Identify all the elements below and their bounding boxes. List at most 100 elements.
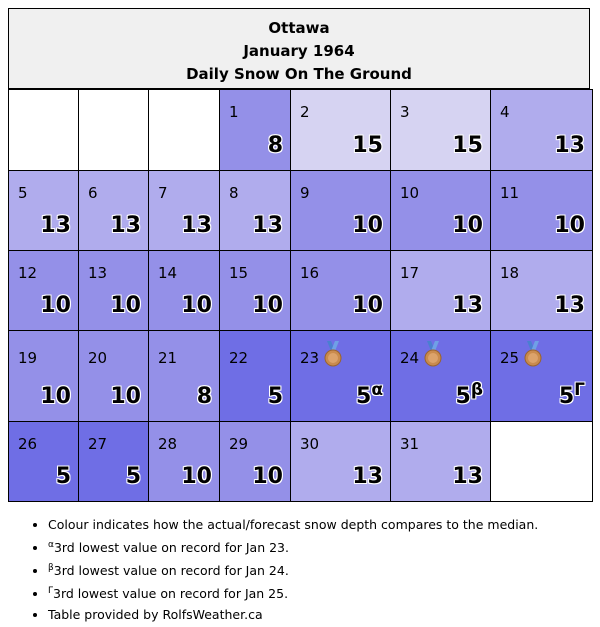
period-title: January 1964 bbox=[243, 42, 355, 60]
snow-depth-number: 5 bbox=[55, 464, 71, 489]
day-cell: 4 13 bbox=[490, 89, 593, 171]
day-number: 29 bbox=[229, 435, 249, 453]
footnote-text: Table provided by RolfsWeather.ca bbox=[48, 607, 263, 622]
snow-depth-number: 13 bbox=[40, 213, 71, 238]
snow-depth-value: 15 bbox=[452, 133, 483, 158]
day-cell: 5 13 bbox=[8, 170, 79, 251]
snow-depth-number: 8 bbox=[267, 133, 283, 158]
snow-depth-number: 5 bbox=[558, 384, 575, 409]
snow-depth-value: 5Γ bbox=[559, 380, 585, 409]
footnote-item: β3rd lowest value on record for Jan 24. bbox=[48, 558, 538, 581]
footnote-mark: β bbox=[48, 563, 54, 573]
record-footnote-mark: Γ bbox=[574, 380, 585, 400]
day-cell: 27 5 bbox=[78, 421, 149, 502]
day-cell: 29 10 bbox=[219, 421, 291, 502]
snow-depth-number: 5 bbox=[455, 384, 471, 409]
day-number: 23 bbox=[300, 349, 320, 367]
day-number: 5 bbox=[18, 184, 28, 202]
snow-depth-value: 5 bbox=[268, 384, 283, 409]
day-number: 17 bbox=[400, 264, 420, 282]
bronze-medal-icon bbox=[524, 341, 542, 367]
empty-day-cell bbox=[78, 89, 149, 171]
day-cell: 9 10 bbox=[290, 170, 391, 251]
snow-depth-value: 13 bbox=[352, 464, 383, 489]
day-cell: 22 5 bbox=[219, 330, 291, 422]
day-cell: 12 10 bbox=[8, 250, 79, 331]
record-footnote-mark: β bbox=[470, 380, 483, 400]
record-footnote-mark: α bbox=[371, 380, 383, 400]
day-cell: 25 5Γ bbox=[490, 330, 593, 422]
snow-depth-number: 15 bbox=[352, 133, 383, 158]
snow-depth-value: 10 bbox=[352, 213, 383, 238]
day-cell: 19 10 bbox=[8, 330, 79, 422]
snow-depth-number: 10 bbox=[40, 293, 71, 318]
snow-depth-value: 10 bbox=[452, 213, 483, 238]
day-number: 8 bbox=[229, 184, 239, 202]
snow-depth-value: 5β bbox=[456, 380, 483, 409]
day-number: 4 bbox=[500, 103, 510, 121]
snow-depth-value: 10 bbox=[181, 464, 212, 489]
footnote-item: Table provided by RolfsWeather.ca bbox=[48, 604, 538, 625]
day-number: 14 bbox=[158, 264, 178, 282]
snow-depth-value: 8 bbox=[268, 133, 283, 158]
footnote-item: α3rd lowest value on record for Jan 23. bbox=[48, 535, 538, 558]
snow-depth-value: 13 bbox=[40, 213, 71, 238]
day-number: 2 bbox=[300, 103, 310, 121]
day-cell: 18 13 bbox=[490, 250, 593, 331]
snow-depth-number: 10 bbox=[40, 384, 71, 409]
footnote-item: Colour indicates how the actual/forecast… bbox=[48, 514, 538, 535]
empty-day-cell bbox=[148, 89, 220, 171]
footnotes: Colour indicates how the actual/forecast… bbox=[0, 514, 538, 625]
snow-depth-number: 15 bbox=[452, 133, 483, 158]
footnote-mark: Γ bbox=[48, 586, 54, 596]
snow-depth-value: 5 bbox=[56, 464, 71, 489]
snow-depth-number: 8 bbox=[196, 384, 212, 409]
week-row: 12 10 13 10 14 10 15 10 16 10 17 13 18 13 bbox=[8, 250, 593, 331]
snow-depth-value: 13 bbox=[452, 464, 483, 489]
snow-depth-value: 10 bbox=[181, 293, 212, 318]
footnote-text: 3rd lowest value on record for Jan 24. bbox=[53, 563, 289, 578]
day-cell: 2 15 bbox=[290, 89, 391, 171]
day-cell: 28 10 bbox=[148, 421, 220, 502]
day-number: 19 bbox=[18, 349, 38, 367]
snow-depth-value: 13 bbox=[554, 293, 585, 318]
day-cell: 10 10 bbox=[390, 170, 491, 251]
snow-depth-number: 13 bbox=[352, 464, 383, 489]
snow-depth-number: 13 bbox=[110, 213, 141, 238]
snow-depth-value: 13 bbox=[110, 213, 141, 238]
day-cell: 31 13 bbox=[390, 421, 491, 502]
snow-depth-value: 13 bbox=[452, 293, 483, 318]
day-number: 21 bbox=[158, 349, 178, 367]
snow-depth-value: 5α bbox=[356, 380, 383, 409]
snow-depth-value: 13 bbox=[252, 213, 283, 238]
day-number: 28 bbox=[158, 435, 178, 453]
footnote-text: Colour indicates how the actual/forecast… bbox=[48, 517, 539, 532]
day-number: 30 bbox=[300, 435, 320, 453]
snow-depth-number: 10 bbox=[181, 464, 212, 489]
city-title: Ottawa bbox=[268, 19, 330, 37]
snow-depth-value: 10 bbox=[554, 213, 585, 238]
week-row: 5 13 6 13 7 13 8 13 9 10 10 10 11 10 bbox=[8, 170, 593, 251]
snow-depth-number: 13 bbox=[452, 464, 483, 489]
day-cell: 6 13 bbox=[78, 170, 149, 251]
bronze-medal-icon bbox=[424, 341, 442, 367]
bronze-medal-icon bbox=[324, 341, 342, 367]
day-cell: 17 13 bbox=[390, 250, 491, 331]
footnote-item: Γ3rd lowest value on record for Jan 25. bbox=[48, 581, 538, 604]
day-number: 25 bbox=[500, 349, 520, 367]
snow-depth-number: 13 bbox=[554, 133, 585, 158]
snow-depth-number: 10 bbox=[181, 293, 212, 318]
day-cell: 8 13 bbox=[219, 170, 291, 251]
day-cell: 30 13 bbox=[290, 421, 391, 502]
day-cell: 11 10 bbox=[490, 170, 593, 251]
day-number: 11 bbox=[500, 184, 520, 202]
snow-depth-number: 5 bbox=[356, 384, 372, 409]
day-number: 9 bbox=[300, 184, 310, 202]
table-subtitle: Daily Snow On The Ground bbox=[186, 65, 412, 83]
snow-depth-value: 5 bbox=[126, 464, 141, 489]
snow-depth-number: 10 bbox=[554, 213, 585, 238]
snow-depth-number: 5 bbox=[125, 464, 141, 489]
snow-depth-number: 10 bbox=[110, 384, 141, 409]
calendar-table: 1 8 2 15 3 15 4 13 5 13 6 13 7 13 8 13 9 10 10 10 11 10 12 10 13… bbox=[8, 89, 593, 502]
snow-depth-number: 10 bbox=[452, 213, 483, 238]
